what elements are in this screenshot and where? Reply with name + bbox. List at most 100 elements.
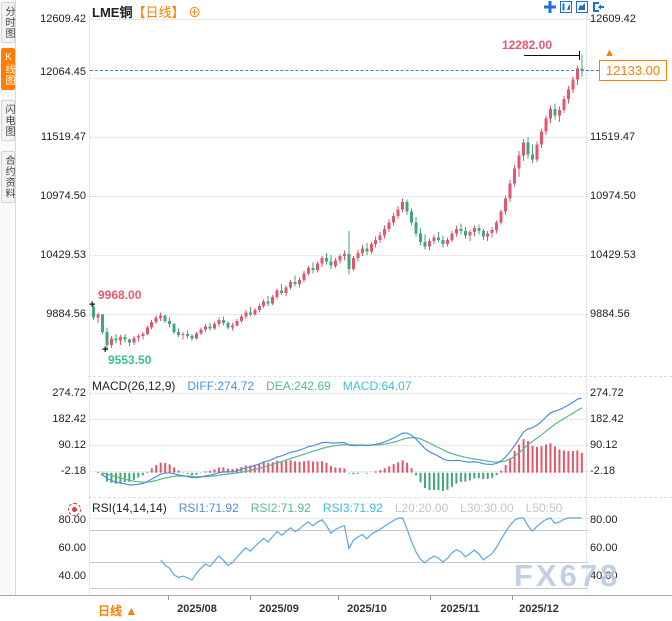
- gridline: [90, 78, 588, 79]
- candle-body: [230, 325, 234, 328]
- axis-zoom-icon[interactable]: [560, 1, 572, 13]
- sidebar: 分时图 K线图 闪电图 合约资料: [0, 0, 16, 595]
- time-zoom-icon[interactable]: [576, 1, 588, 13]
- candle-body: [199, 329, 203, 334]
- sidebar-item-time-chart[interactable]: 分时图: [1, 2, 15, 43]
- candle-body: [360, 248, 364, 253]
- gridline: [90, 393, 588, 394]
- candle-body: [338, 256, 342, 261]
- price-axis-label: 10974.50: [40, 190, 86, 202]
- candle-body: [580, 68, 584, 71]
- candle-body: [244, 312, 248, 317]
- dea-value: DEA:242.69: [266, 379, 331, 393]
- add-indicator-icon[interactable]: ⊕: [188, 5, 202, 20]
- macd-value: MACD:64.07: [342, 379, 412, 393]
- candle-body: [410, 211, 414, 223]
- candle-body: [253, 310, 257, 315]
- indicator-settings-icon[interactable]: [68, 503, 81, 516]
- candle-body: [445, 239, 449, 245]
- price-axis-label: 9884.56: [590, 308, 630, 320]
- candle-body: [105, 331, 109, 345]
- candle-body: [307, 267, 311, 274]
- candle-body: [293, 282, 297, 285]
- macd-canvas[interactable]: [90, 394, 587, 495]
- candle-body: [150, 322, 154, 328]
- candle-body: [365, 248, 369, 252]
- macd-axis-label: 274.72: [52, 387, 86, 399]
- l50-value: L50:50: [525, 501, 563, 515]
- candle-body: [557, 109, 561, 116]
- candle-body: [428, 240, 431, 247]
- candle-body: [109, 338, 113, 345]
- axis-tick: [250, 596, 251, 600]
- gridline: [90, 530, 588, 531]
- candle-body: [450, 233, 454, 240]
- rsi-axis-label: 60.00: [590, 542, 618, 554]
- sidebar-item-contract-info[interactable]: 合约资料: [1, 151, 15, 203]
- price-axis-label: 9884.56: [46, 308, 86, 320]
- candle-body: [369, 244, 373, 252]
- candle-body: [96, 314, 100, 318]
- candle-body: [181, 334, 185, 336]
- rsi-axis-label: 80.00: [590, 514, 618, 526]
- pane-separator: [88, 497, 672, 498]
- candle-body: [141, 334, 145, 337]
- candle-body: [513, 168, 517, 184]
- candle-body: [432, 237, 436, 241]
- candle-body: [486, 233, 490, 237]
- period-selector[interactable]: 日线 ▲: [98, 604, 138, 618]
- date-label: 2025/09: [259, 603, 299, 615]
- candle-body: [239, 316, 243, 321]
- candle-body: [374, 239, 378, 245]
- candle-body: [195, 333, 199, 339]
- gridline: [90, 419, 588, 420]
- diff-value: DIFF:274.72: [187, 379, 255, 393]
- candle-body: [266, 301, 270, 304]
- candle-body: [531, 154, 535, 160]
- macd-axis-label: 90.12: [590, 439, 618, 451]
- exit-icon[interactable]: [592, 1, 604, 13]
- candle-body: [495, 222, 499, 231]
- gridline-vertical: [586, 14, 587, 593]
- candle-body: [468, 232, 472, 236]
- axis-tick: [168, 596, 169, 600]
- rsi-line: [160, 517, 582, 581]
- candle-body: [190, 336, 194, 339]
- candle-body: [383, 229, 387, 236]
- candle-body: [562, 99, 566, 110]
- sidebar-item-kline-chart[interactable]: K线图: [1, 48, 15, 90]
- candle-body: [248, 312, 252, 315]
- gridline: [90, 588, 588, 589]
- candle-body: [522, 142, 526, 156]
- gridline: [90, 137, 588, 138]
- current-price-tag: 12133.00: [599, 60, 667, 81]
- candle-body: [490, 230, 494, 234]
- axis-tick: [512, 596, 513, 600]
- macd-axis-label: -2.18: [60, 465, 86, 477]
- candle-body: [172, 324, 176, 332]
- candle-body: [226, 323, 230, 328]
- l30-value: L30:30.00: [460, 501, 514, 515]
- candle-body: [271, 297, 275, 304]
- candle-body: [118, 337, 122, 341]
- candle-body: [378, 235, 382, 240]
- high-point-marker: +: [89, 299, 96, 311]
- price-axis-label: 12609.42: [590, 13, 636, 25]
- candle-body: [217, 319, 221, 325]
- candle-body: [477, 227, 481, 232]
- crosshair-icon[interactable]: [544, 1, 556, 13]
- l20-value: L20:20.00: [394, 501, 449, 515]
- swing-high-label: 9968.00: [98, 288, 142, 302]
- rsi-canvas[interactable]: [90, 516, 587, 593]
- candle-body: [284, 287, 288, 293]
- candle-body: [298, 279, 302, 285]
- axis-tick: [338, 596, 339, 600]
- main-chart-canvas[interactable]: [90, 14, 587, 370]
- rsi-axis-label: 60.00: [58, 542, 86, 554]
- candle-body: [472, 227, 476, 233]
- sidebar-item-lightning-chart[interactable]: 闪电图: [1, 100, 15, 141]
- rsi-pane-header: RSI(14,14,14) RSI1:71.92 RSI2:71.92 RSI3…: [92, 501, 562, 515]
- candle-body: [333, 260, 337, 266]
- candle-body: [454, 229, 458, 234]
- diff-line: [102, 397, 582, 486]
